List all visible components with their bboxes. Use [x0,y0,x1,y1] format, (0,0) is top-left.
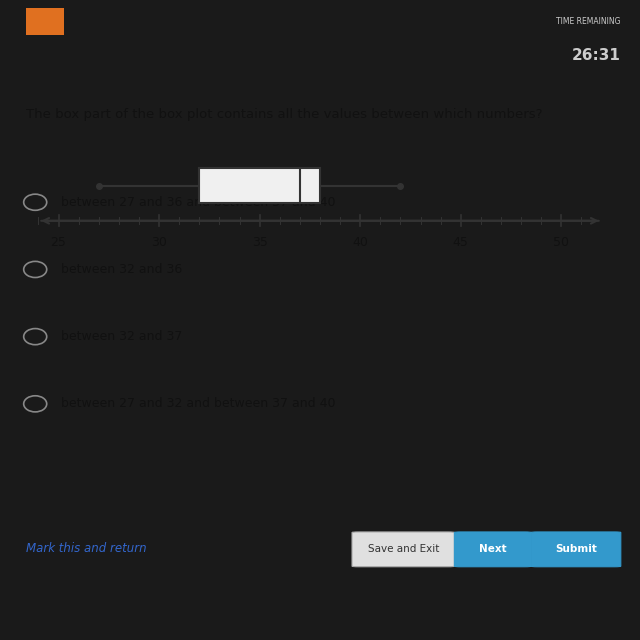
Text: The box part of the box plot contains all the values between which numbers?: The box part of the box plot contains al… [26,108,542,121]
Text: between 27 and 32 and between 37 and 40: between 27 and 32 and between 37 and 40 [61,397,335,410]
FancyBboxPatch shape [454,532,531,567]
FancyBboxPatch shape [352,532,454,567]
Bar [199,168,320,204]
Text: 26:31: 26:31 [572,48,621,63]
Text: 45: 45 [453,236,468,250]
Text: Save and Exit: Save and Exit [367,544,439,554]
Text: Submit: Submit [555,544,597,554]
Text: 35: 35 [252,236,268,250]
Text: 30: 30 [151,236,167,250]
Text: between 27 and 36 and between 37 and 40: between 27 and 36 and between 37 and 40 [61,196,335,209]
Text: 25: 25 [51,236,67,250]
FancyBboxPatch shape [531,532,621,567]
Bar [26,8,64,35]
Text: 40: 40 [352,236,368,250]
Text: 50: 50 [554,236,570,250]
Text: between 32 and 37: between 32 and 37 [61,330,182,343]
Text: between 32 and 36: between 32 and 36 [61,263,182,276]
Text: Mark this and return: Mark this and return [26,542,146,556]
Text: Next: Next [479,544,507,554]
Text: TIME REMAINING: TIME REMAINING [556,17,621,26]
